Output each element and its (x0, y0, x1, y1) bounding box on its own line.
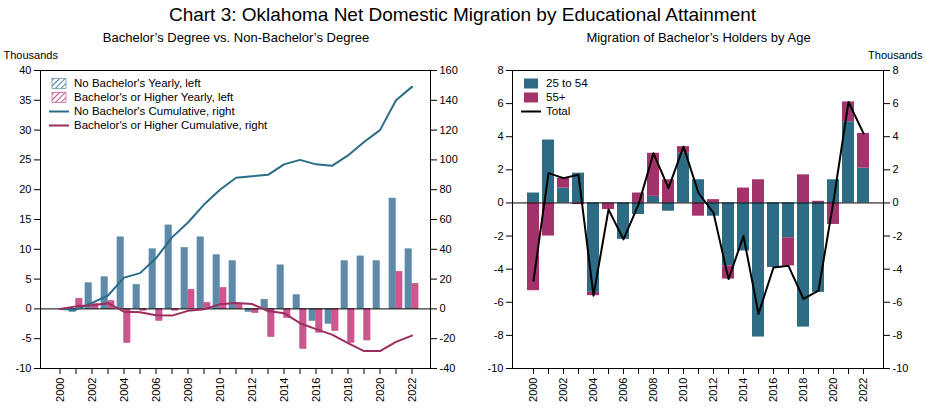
svg-text:6: 6 (893, 97, 899, 109)
svg-text:6: 6 (497, 97, 503, 109)
svg-text:2016: 2016 (767, 378, 779, 402)
svg-text:2008: 2008 (182, 378, 194, 402)
svg-text:2020: 2020 (374, 378, 386, 402)
html-text:25 to 54: 25 to 54 (546, 77, 588, 89)
svg-text:-10: -10 (16, 362, 32, 374)
svg-text:2012: 2012 (707, 378, 719, 402)
html-text:Bachelor’s Degree vs. Non-Bach: Bachelor’s Degree vs. Non-Bachelor’s Deg… (102, 30, 370, 45)
svg-text:-20: -20 (440, 332, 456, 344)
svg-text:2010: 2010 (214, 378, 226, 402)
svg-text:2018: 2018 (342, 378, 354, 402)
svg-text:2010: 2010 (677, 378, 689, 402)
svg-text:2004: 2004 (118, 378, 130, 402)
svg-text:40: 40 (19, 64, 31, 76)
svg-text:40: 40 (440, 243, 452, 255)
svg-text:2020: 2020 (827, 378, 839, 402)
svg-text:2006: 2006 (150, 378, 162, 402)
svg-text:35: 35 (19, 94, 31, 106)
svg-text:100: 100 (440, 153, 458, 165)
svg-text:2002: 2002 (86, 378, 98, 402)
svg-text:0: 0 (440, 302, 446, 314)
svg-text:15: 15 (19, 213, 31, 225)
svg-text:2008: 2008 (647, 378, 659, 402)
svg-text:2006: 2006 (617, 378, 629, 402)
svg-text:8: 8 (497, 64, 503, 76)
svg-text:2016: 2016 (310, 378, 322, 402)
html-text:No Bachelor's Yearly, left: No Bachelor's Yearly, left (74, 77, 201, 89)
html-text:Bachelor's or Higher Yearly, l: Bachelor's or Higher Yearly, left (74, 91, 234, 103)
svg-text:160: 160 (440, 64, 458, 76)
html-text:Bachelor's or Higher Cumulativ: Bachelor's or Higher Cumulative, right (74, 119, 268, 131)
svg-text:80: 80 (440, 183, 452, 195)
svg-text:-4: -4 (494, 263, 504, 275)
svg-text:2014: 2014 (278, 378, 290, 402)
svg-text:20: 20 (19, 183, 31, 195)
svg-text:2014: 2014 (737, 378, 749, 402)
svg-text:0: 0 (25, 302, 31, 314)
html-text:Migration of Bachelor’s Holder: Migration of Bachelor’s Holders by Age (586, 30, 811, 45)
svg-text:-10: -10 (488, 362, 504, 374)
svg-text:0: 0 (893, 196, 899, 208)
svg-text:20: 20 (440, 273, 452, 285)
html-text:Chart 3: Oklahoma Net Domestic: Chart 3: Oklahoma Net Domestic Migration… (168, 4, 757, 25)
svg-text:0: 0 (497, 196, 503, 208)
svg-text:2: 2 (893, 163, 899, 175)
svg-text:60: 60 (440, 213, 452, 225)
html-text:55+: 55+ (546, 91, 566, 103)
svg-text:2018: 2018 (797, 378, 809, 402)
svg-text:-8: -8 (494, 329, 504, 341)
svg-text:30: 30 (19, 124, 31, 136)
svg-text:4: 4 (893, 130, 899, 142)
svg-text:8: 8 (893, 64, 899, 76)
svg-text:-6: -6 (494, 296, 504, 308)
svg-text:2002: 2002 (557, 378, 569, 402)
svg-text:-40: -40 (440, 362, 456, 374)
svg-text:-10: -10 (893, 362, 909, 374)
svg-text:25: 25 (19, 153, 31, 165)
svg-text:-2: -2 (893, 230, 903, 242)
svg-text:Thousands: Thousands (868, 49, 923, 61)
svg-text:2000: 2000 (527, 378, 539, 402)
svg-text:140: 140 (440, 94, 458, 106)
svg-text:-8: -8 (893, 329, 903, 341)
html-text:Total: Total (546, 105, 571, 117)
svg-text:5: 5 (25, 273, 31, 285)
svg-text:4: 4 (497, 130, 503, 142)
svg-text:2022: 2022 (857, 378, 869, 402)
svg-text:2000: 2000 (54, 378, 66, 402)
html-text:No Bachelor's Cumulative, righ: No Bachelor's Cumulative, right (74, 105, 235, 117)
svg-text:2: 2 (497, 163, 503, 175)
svg-text:-6: -6 (893, 296, 903, 308)
svg-text:2004: 2004 (587, 378, 599, 402)
svg-text:Thousands: Thousands (4, 49, 59, 61)
svg-text:120: 120 (440, 124, 458, 136)
svg-text:2012: 2012 (246, 378, 258, 402)
svg-text:10: 10 (19, 243, 31, 255)
svg-text:-4: -4 (893, 263, 903, 275)
svg-text:-5: -5 (22, 332, 32, 344)
svg-text:-2: -2 (494, 230, 504, 242)
svg-text:2022: 2022 (406, 378, 418, 402)
